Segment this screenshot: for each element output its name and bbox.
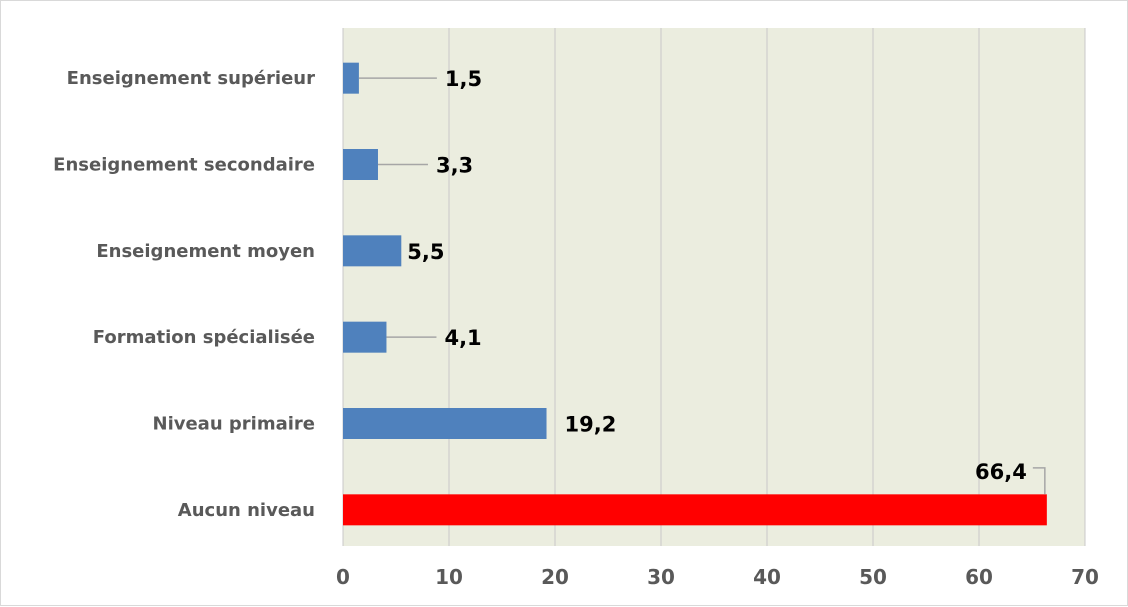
- x-tick-label: 10: [435, 565, 463, 589]
- bar-5: [343, 494, 1047, 526]
- data-label: 66,4: [975, 460, 1027, 484]
- bar-4: [343, 408, 547, 439]
- data-label: 1,5: [445, 67, 482, 91]
- x-tick-label: 50: [859, 565, 887, 589]
- plot-area: [343, 28, 1085, 546]
- data-label: 5,5: [407, 240, 444, 264]
- bar-2: [343, 235, 402, 267]
- x-tick-label: 20: [541, 565, 569, 589]
- grid-lines: [342, 28, 1086, 546]
- x-tick-label: 70: [1071, 565, 1099, 589]
- category-label: Enseignement moyen: [96, 241, 315, 262]
- category-label: Formation spécialisée: [93, 327, 315, 348]
- bar-1: [343, 149, 378, 180]
- bar-0: [343, 62, 359, 94]
- bars: [343, 62, 1047, 526]
- x-tick-labels: 0 10 20 30 40 50 60 70: [336, 565, 1099, 589]
- bar-3: [343, 321, 387, 353]
- category-label: Aucun niveau: [178, 500, 315, 521]
- category-labels: Enseignement supérieur Enseignement secon…: [53, 68, 315, 521]
- x-tick-label: 40: [753, 565, 781, 589]
- data-labels: 1,5 3,3 5,5 4,1 19,2 66,4: [407, 67, 1027, 484]
- category-label: Niveau primaire: [153, 414, 316, 435]
- x-tick-label: 0: [336, 565, 350, 589]
- category-label: Enseignement secondaire: [53, 155, 315, 176]
- leader-lines: [358, 77, 1046, 495]
- data-label: 3,3: [436, 154, 473, 178]
- data-label: 4,1: [444, 326, 481, 350]
- leader-line: [1032, 467, 1046, 495]
- data-label: 19,2: [565, 413, 617, 437]
- x-tick-label: 60: [965, 565, 993, 589]
- category-label: Enseignement supérieur: [67, 68, 315, 89]
- x-tick-label: 30: [647, 565, 675, 589]
